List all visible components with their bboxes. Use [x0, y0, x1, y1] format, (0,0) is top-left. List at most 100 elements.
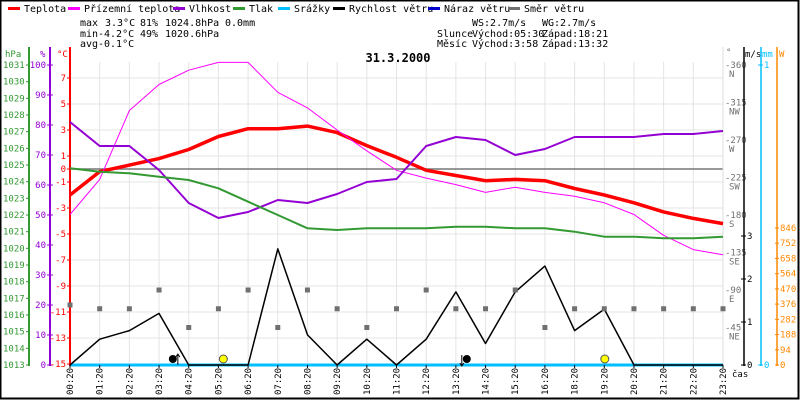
pressure-tick-label: 1015 — [3, 328, 25, 338]
humidity-tick-label: 50 — [35, 211, 46, 221]
x-tick-label: 13:20 — [452, 368, 462, 395]
wind-direction-tick-label: -45 — [725, 324, 741, 334]
legend-swatch — [8, 7, 20, 10]
precipitation-tick-label: 0 — [764, 361, 769, 371]
wind-direction-tick-label: -180 — [725, 211, 747, 221]
humidity-tick-label: 20 — [35, 301, 46, 311]
humidity-line — [69, 121, 724, 219]
legend-swatch — [233, 7, 245, 10]
x-tick-label: 05:20 — [214, 368, 224, 395]
wind-direction-point — [453, 306, 459, 312]
wind-direction-compass-label: N — [729, 70, 734, 80]
humidity-axis-unit: % — [40, 50, 46, 60]
solar-axis-unit: W — [779, 50, 785, 60]
stats-block: max 3.3°C 81% 1024.8hPa 0.0mm min -4.2°C… — [80, 18, 608, 50]
wind-direction-point — [661, 306, 667, 312]
x-tick-label: 06:20 — [244, 368, 254, 395]
x-tick-labels: 00:20 01:20 02:20 03:20 04:20 05:20 06:20 07:20… — [66, 365, 729, 395]
solar-tick-label: 564 — [780, 270, 796, 280]
legend-swatch — [508, 7, 520, 10]
wind-direction-point — [394, 306, 399, 312]
temperature-tick-label: -3 — [55, 204, 66, 214]
pressure-tick-label: 1013 — [3, 361, 25, 371]
pressure-tick-label: 1024 — [3, 178, 25, 188]
wind-direction-tick-label: -225 — [725, 174, 747, 184]
pressure-tick-label: 1016 — [3, 311, 25, 321]
pressure-tick-label: 1021 — [3, 228, 25, 238]
pressure-tick-label: 1028 — [3, 111, 25, 121]
temperature-tick-label: 1 — [61, 152, 66, 162]
min-humidity: 49% — [140, 29, 158, 40]
temperature-tick-label: 0 — [61, 165, 66, 175]
pressure-tick-label: 1023 — [3, 194, 25, 204]
sunset-icon — [600, 354, 610, 364]
legend-label: Vlhkost — [189, 4, 231, 15]
moonset-time: Západ:13:32 — [542, 38, 608, 50]
wind-direction-point — [156, 287, 162, 293]
x-tick-label: 12:20 — [422, 368, 432, 395]
moon-label: Měsíc — [437, 38, 467, 50]
wind-direction-axis-unit: ° — [726, 48, 731, 58]
pressure-tick-label: 1027 — [3, 128, 25, 138]
min-pressure: 1020.6hPa — [165, 29, 219, 40]
solar-tick-label: 0 — [780, 361, 785, 371]
x-tick-label: 02:20 — [125, 368, 135, 395]
wind-direction-compass-label: NE — [729, 333, 740, 343]
humidity-tick-label: 60 — [35, 181, 46, 191]
wind-speed-tick-label: 3 — [747, 232, 752, 242]
min-temp: -4.2°C — [98, 29, 134, 40]
wind-direction-compass-label: W — [729, 145, 735, 155]
wind-direction-point — [512, 287, 518, 293]
x-tick-label: 18:20 — [571, 368, 581, 395]
pressure-tick-label: 1014 — [3, 344, 25, 354]
temperature-tick-label: -7 — [55, 256, 66, 266]
humidity-tick-label: 80 — [35, 121, 46, 131]
max-humidity: 81% — [140, 18, 158, 29]
wind-speed-tick-label: 0 — [747, 361, 752, 371]
moonrise-time: Východ:3:58 — [472, 38, 538, 50]
wind-direction-tick-label: -315 — [725, 99, 747, 109]
legend-label: Přízemní teplota — [84, 3, 180, 15]
x-tick-label: 03:20 — [155, 368, 165, 395]
legend-label: Teplota — [24, 4, 66, 15]
avg-temp: -0.1°C — [98, 39, 134, 50]
humidity-tick-label: 100 — [30, 61, 46, 71]
solar-tick-label: 376 — [780, 300, 796, 310]
solar-tick-label: 752 — [780, 239, 796, 249]
series — [67, 61, 726, 367]
sunrise-icon — [218, 354, 228, 364]
x-tick-label: 04:20 — [185, 368, 195, 395]
x-tick-label: 08:20 — [303, 368, 313, 395]
solar-tick-label: 846 — [780, 224, 796, 234]
moonset-icon — [462, 355, 471, 363]
wind-speed-axis-unit: m/s — [745, 50, 761, 60]
legend-swatch — [333, 7, 345, 10]
x-tick-label: 10:20 — [363, 368, 373, 395]
legend-swatch — [173, 7, 185, 10]
pressure-tick-label: 1030 — [3, 78, 25, 88]
wind-direction-point — [542, 325, 548, 330]
pressure-tick-label: 1029 — [3, 94, 25, 104]
wind-direction-point — [364, 325, 370, 330]
pressure-tick-label: 1017 — [3, 294, 25, 304]
x-tick-label: 23:20 — [719, 368, 729, 395]
legend-label: Tlak — [249, 4, 273, 15]
x-tick-label: 22:20 — [689, 368, 699, 395]
wind-direction-point — [690, 306, 696, 312]
wind-direction-point — [126, 306, 132, 312]
temperature-tick-label: -11 — [50, 308, 66, 318]
humidity-tick-label: 0 — [41, 361, 46, 371]
solar-tick-label: 94 — [780, 346, 791, 356]
humidity-tick-label: 70 — [35, 151, 46, 161]
wind-direction-tick-label: -270 — [725, 136, 747, 146]
legend-label: Směr větru — [524, 3, 584, 15]
wind-direction-point — [334, 306, 340, 312]
temperature-tick-label: 7 — [61, 74, 66, 84]
legend-swatch — [428, 7, 440, 10]
moonrise-icon — [168, 355, 177, 363]
sun-label: Slunce — [437, 29, 473, 40]
temperature-tick-label: -15 — [50, 360, 66, 370]
